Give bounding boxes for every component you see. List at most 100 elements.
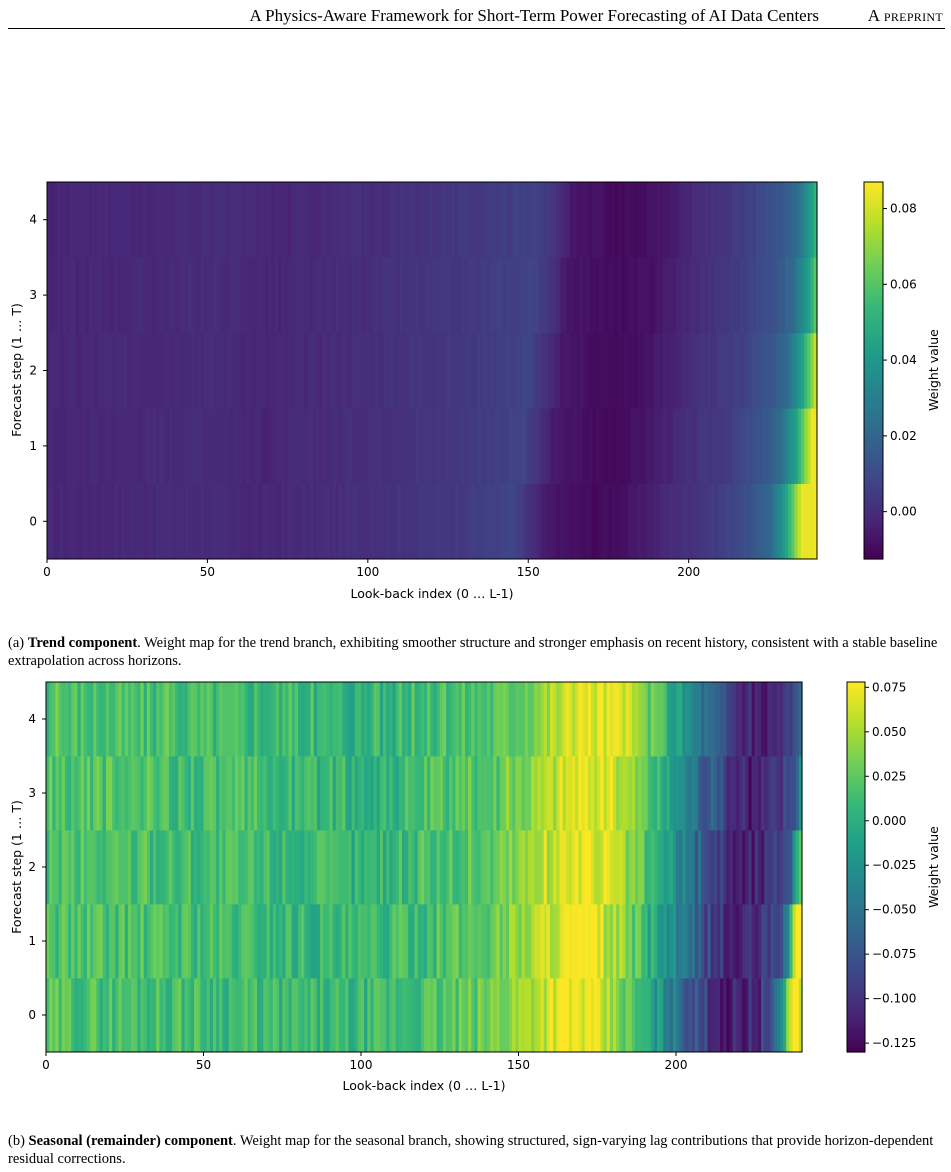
heatmap-cell [49,978,53,1053]
heatmap-cell [748,904,753,979]
heatmap-cell [153,904,157,979]
heatmap-cell [197,483,202,560]
heatmap-cell [496,978,501,1053]
heatmap-cell [710,756,715,831]
colorbar-segment [847,839,865,843]
heatmap-cell [95,483,99,560]
heatmap-cell [745,830,750,905]
heatmap-cell [46,756,50,831]
heatmap-cell [435,408,440,484]
heatmap-cell [393,483,398,560]
colorbar-segment [864,483,883,488]
colorbar-segment [864,182,883,186]
heatmap-cell [807,182,812,258]
heatmap-cell [168,904,173,979]
heatmap-cell [409,182,414,258]
heatmap-cell [127,830,132,905]
heatmap-cell [326,408,330,484]
colorbar-segment [864,216,883,221]
heatmap-cell [666,257,671,334]
heatmap-cell [55,904,60,979]
heatmap-cell [563,257,568,334]
heatmap-cell [487,830,491,905]
heatmap-cell [187,682,192,757]
heatmap-cell [442,978,447,1053]
colorbar-segment [847,937,865,942]
heatmap-cell [783,978,787,1053]
heatmap-cell [241,904,246,979]
colorbar-segment [864,351,883,356]
heatmap-cell [175,904,179,979]
heatmap-cell [236,257,241,334]
heatmap-cell [358,182,363,258]
heatmap-cell [710,904,715,979]
heatmap-cell [776,978,781,1053]
x-tick-label: 0 [43,565,51,579]
heatmap-cell [622,682,627,757]
heatmap-cell [455,682,460,757]
colorbar-segment [847,981,865,985]
colorbar-segment [864,232,883,237]
heatmap-cell [442,904,447,979]
heatmap-cell [602,332,606,409]
heatmap-cell [559,904,564,979]
heatmap-cell [452,756,457,831]
heatmap-cell [137,682,142,757]
heatmap-cell [130,332,135,409]
heatmap-cell [149,682,154,757]
heatmap-cell [184,332,189,409]
heatmap-cell [140,408,144,484]
heatmap-cell [379,904,384,979]
heatmap-cell [467,257,472,334]
heatmap-cell [464,978,469,1053]
heatmap-cell [483,978,488,1053]
heatmap-cell [351,483,356,560]
heatmap-cell [473,332,478,409]
heatmap-cell [575,904,579,979]
heatmap-cell [291,756,296,831]
heatmap-cell [464,830,469,905]
heatmap-cell [275,830,280,905]
heatmap-cell [77,756,82,831]
heatmap-cell [131,682,135,757]
heatmap-cell [47,257,51,334]
heatmap-cell [298,904,302,979]
heatmap-cell [499,257,504,334]
heatmap-cell [483,682,488,757]
x-axis-label: Look-back index (0 … L-1) [342,1078,505,1093]
heatmap-cell [559,978,564,1053]
heatmap-cell [187,756,192,831]
heatmap-cell [316,756,321,831]
heatmap-cell [403,408,407,484]
heatmap-cell [149,830,154,905]
heatmap-cell [428,332,433,409]
heatmap-cell [732,756,737,831]
heatmap-cell [518,756,523,831]
heatmap-cell [438,257,443,334]
heatmap-cell [467,332,472,409]
heatmap-cell [672,682,677,757]
heatmap-cell [389,904,394,979]
heatmap-cell [537,756,542,831]
heatmap-cell [544,483,549,560]
heatmap-cell [319,483,324,560]
heatmap-cell [457,257,462,334]
heatmap-cell [726,978,731,1053]
heatmap-cell [767,682,772,757]
heatmap-cell [544,257,549,334]
heatmap-cell [364,682,368,757]
heatmap-cell [505,978,510,1053]
heatmap-cell [776,904,781,979]
heatmap-cell [403,332,407,409]
heatmap-cell [348,682,353,757]
heatmap-cell [355,182,359,258]
heatmap-cell [111,408,115,484]
heatmap-cell [534,756,538,831]
heatmap-cell [153,756,157,831]
heatmap-cell [776,830,781,905]
heatmap-cell [63,182,67,258]
heatmap-cell [301,978,305,1053]
heatmap-cell [306,483,311,560]
heatmap-cell [688,756,693,831]
heatmap-cell [288,682,293,757]
